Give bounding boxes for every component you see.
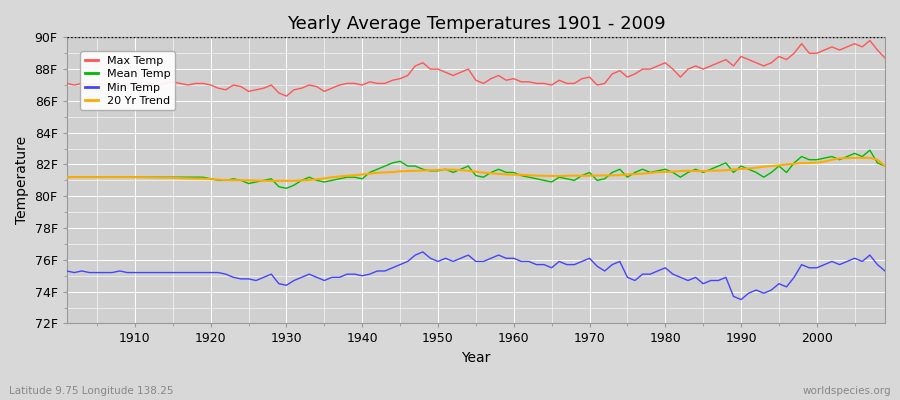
X-axis label: Year: Year [461, 351, 491, 365]
Text: worldspecies.org: worldspecies.org [803, 386, 891, 396]
Legend: Max Temp, Mean Temp, Min Temp, 20 Yr Trend: Max Temp, Mean Temp, Min Temp, 20 Yr Tre… [80, 52, 176, 110]
Y-axis label: Temperature: Temperature [15, 136, 29, 224]
Text: Latitude 9.75 Longitude 138.25: Latitude 9.75 Longitude 138.25 [9, 386, 174, 396]
Title: Yearly Average Temperatures 1901 - 2009: Yearly Average Temperatures 1901 - 2009 [286, 15, 665, 33]
